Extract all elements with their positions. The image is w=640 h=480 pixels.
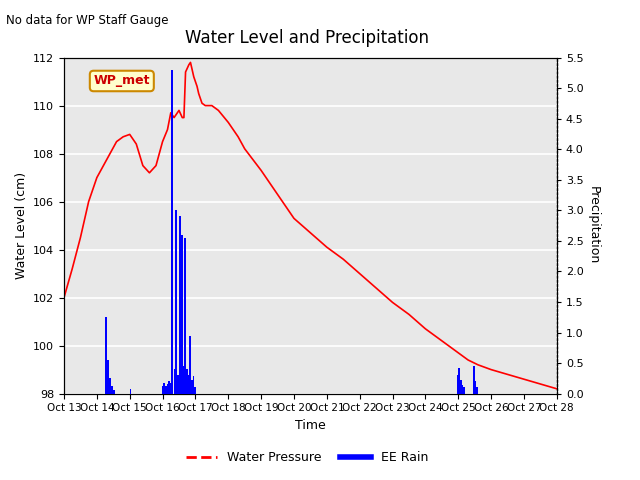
- Text: WP_met: WP_met: [93, 74, 150, 87]
- Bar: [170, 383, 172, 394]
- Bar: [130, 389, 131, 394]
- X-axis label: Time: Time: [295, 419, 326, 432]
- Bar: [166, 384, 168, 394]
- Bar: [179, 216, 180, 394]
- Bar: [173, 369, 175, 394]
- Bar: [113, 390, 115, 394]
- Bar: [473, 366, 475, 394]
- Bar: [189, 336, 191, 394]
- Bar: [461, 385, 463, 394]
- Bar: [165, 386, 166, 394]
- Bar: [457, 375, 458, 394]
- Bar: [109, 378, 111, 394]
- Bar: [107, 360, 109, 394]
- Bar: [191, 380, 193, 394]
- Y-axis label: Water Level (cm): Water Level (cm): [15, 172, 28, 279]
- Bar: [163, 383, 165, 394]
- Bar: [162, 386, 163, 394]
- Bar: [172, 70, 173, 394]
- Bar: [193, 376, 195, 394]
- Bar: [111, 386, 113, 394]
- Bar: [476, 387, 478, 394]
- Bar: [195, 387, 196, 394]
- Text: Water Level and Precipitation: Water Level and Precipitation: [185, 29, 429, 47]
- Text: No data for WP Staff Gauge: No data for WP Staff Gauge: [6, 14, 169, 27]
- Bar: [184, 238, 186, 394]
- Y-axis label: Precipitation: Precipitation: [588, 186, 600, 265]
- Bar: [463, 387, 465, 394]
- Bar: [460, 380, 461, 394]
- Legend: Water Pressure, EE Rain: Water Pressure, EE Rain: [180, 446, 434, 469]
- Bar: [188, 375, 189, 394]
- Bar: [182, 366, 184, 394]
- Bar: [186, 369, 188, 394]
- Bar: [177, 375, 179, 394]
- Bar: [475, 382, 476, 394]
- Bar: [175, 210, 177, 394]
- Bar: [168, 382, 170, 394]
- Bar: [458, 368, 460, 394]
- Bar: [105, 317, 107, 394]
- Bar: [180, 235, 182, 394]
